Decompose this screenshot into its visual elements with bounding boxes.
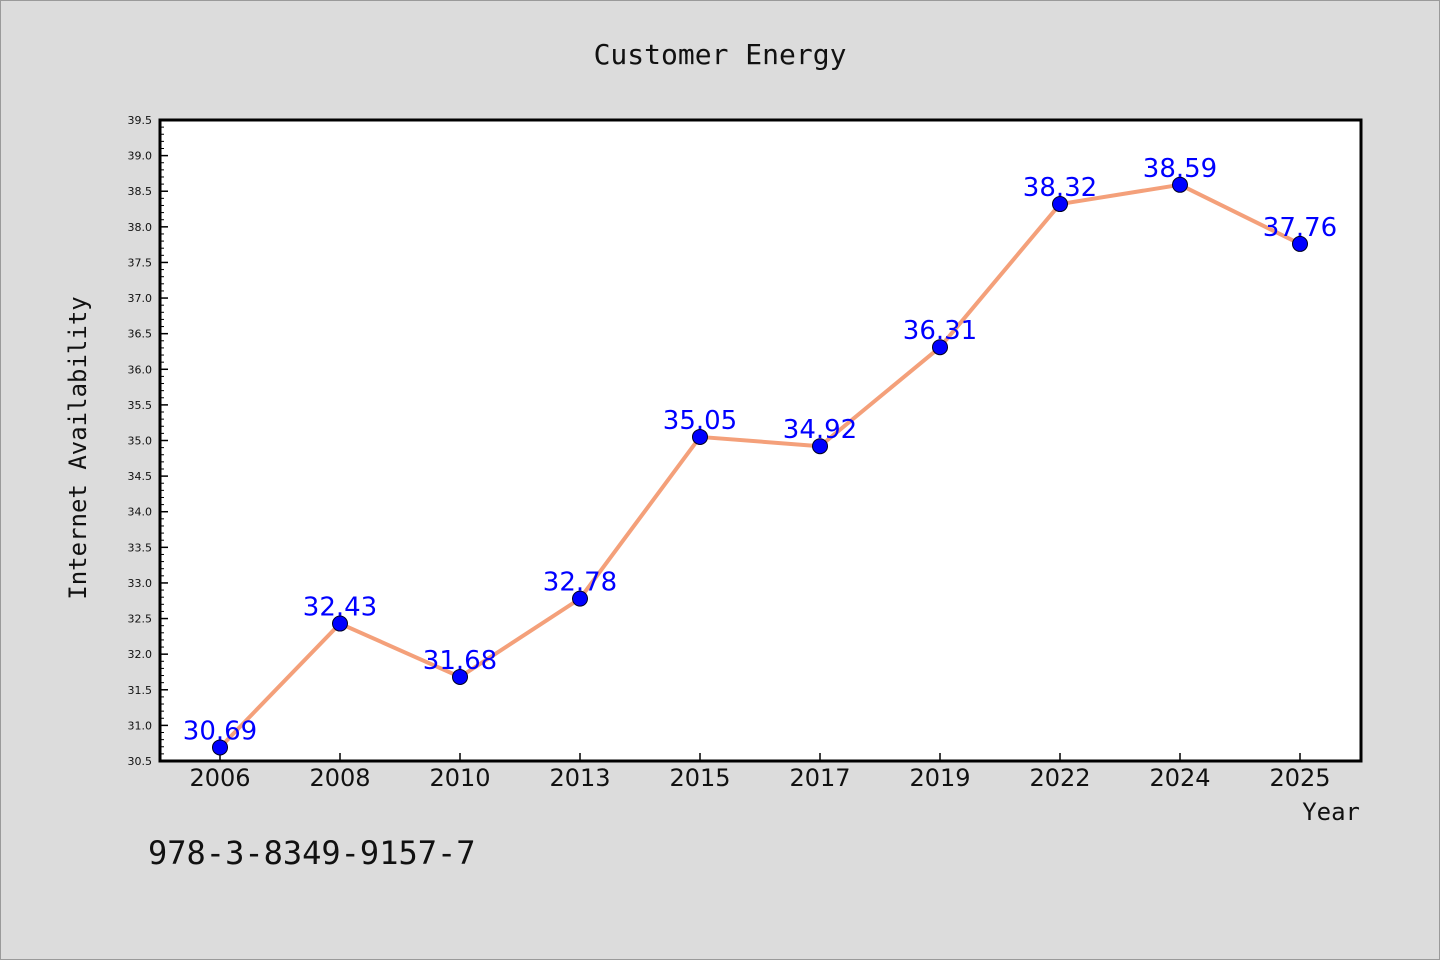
footnote-isbn: 978-3-8349-9157-7 bbox=[148, 834, 476, 872]
data-label: 35.05 bbox=[663, 406, 737, 436]
x-tick-label: 2008 bbox=[309, 764, 370, 792]
data-label: 38.59 bbox=[1143, 154, 1217, 184]
series-line bbox=[218, 182, 1301, 749]
y-tick-label: 39.0 bbox=[128, 150, 153, 163]
x-tick-label: 2010 bbox=[429, 764, 490, 792]
y-tick-label: 34.5 bbox=[128, 470, 153, 483]
x-axis: 2006 2008 2010 2013 2015 2017 2019 2022 2024 2025 bbox=[189, 753, 1331, 792]
x-tick-label: 2025 bbox=[1269, 764, 1330, 792]
y-tick-label: 31.5 bbox=[128, 684, 153, 697]
y-tick-label: 36.5 bbox=[128, 328, 153, 341]
data-label: 32.78 bbox=[543, 568, 617, 598]
data-label: 36.31 bbox=[903, 316, 977, 346]
plot-area bbox=[158, 118, 1363, 763]
y-tick-label: 31.0 bbox=[128, 719, 153, 732]
y-tick-label: 35.5 bbox=[128, 399, 153, 412]
y-tick-label: 33.5 bbox=[128, 541, 153, 554]
chart-title: Customer Energy bbox=[594, 38, 847, 71]
y-tick-label: 34.0 bbox=[128, 506, 153, 519]
y-tick-label: 32.5 bbox=[128, 613, 153, 626]
x-tick-label: 2017 bbox=[789, 764, 850, 792]
series-line-group bbox=[218, 182, 1301, 749]
data-point bbox=[212, 739, 228, 756]
data-point bbox=[932, 339, 948, 356]
data-label: 37.76 bbox=[1263, 213, 1337, 243]
y-tick-label: 33.0 bbox=[128, 577, 153, 590]
data-point bbox=[1292, 235, 1308, 252]
y-axis: 30.5 31.0 31.5 32.0 32.5 33.0 33.5 34.0 34.5 35.0… bbox=[128, 114, 168, 768]
data-labels-group: 30.69 32.43 31.68 32.78 35.05 34.92 36.31 38.32… bbox=[183, 154, 1337, 747]
y-tick-label: 30.5 bbox=[128, 755, 153, 768]
y-tick-label: 39.5 bbox=[128, 114, 153, 127]
data-label: 31.68 bbox=[423, 646, 497, 676]
data-point bbox=[572, 590, 588, 607]
y-tick-label: 37.5 bbox=[128, 256, 153, 269]
y-tick-label: 36.0 bbox=[128, 363, 153, 376]
data-point bbox=[1172, 176, 1188, 193]
markers-group bbox=[212, 176, 1308, 756]
y-tick-label: 35.0 bbox=[128, 435, 153, 448]
x-tick-label: 2022 bbox=[1029, 764, 1090, 792]
x-tick-label: 2024 bbox=[1149, 764, 1210, 792]
data-label: 30.69 bbox=[183, 716, 257, 746]
y-axis-label: Internet Availability bbox=[64, 296, 92, 599]
y-tick-label: 32.0 bbox=[128, 648, 153, 661]
y-tick-label: 38.5 bbox=[128, 185, 153, 198]
data-point bbox=[452, 668, 468, 685]
data-point bbox=[332, 615, 348, 632]
y-tick-label: 37.0 bbox=[128, 292, 153, 305]
data-label: 34.92 bbox=[783, 415, 857, 445]
x-tick-label: 2015 bbox=[669, 764, 730, 792]
x-tick-label: 2019 bbox=[909, 764, 970, 792]
x-tick-label: 2006 bbox=[189, 764, 250, 792]
data-point bbox=[1052, 196, 1068, 213]
data-point bbox=[692, 428, 708, 445]
data-label: 32.43 bbox=[303, 593, 377, 623]
y-tick-label: 38.0 bbox=[128, 221, 153, 234]
x-axis-label: Year bbox=[1302, 798, 1360, 826]
x-tick-label: 2013 bbox=[549, 764, 610, 792]
data-label: 38.32 bbox=[1023, 173, 1097, 203]
data-point bbox=[812, 438, 828, 455]
